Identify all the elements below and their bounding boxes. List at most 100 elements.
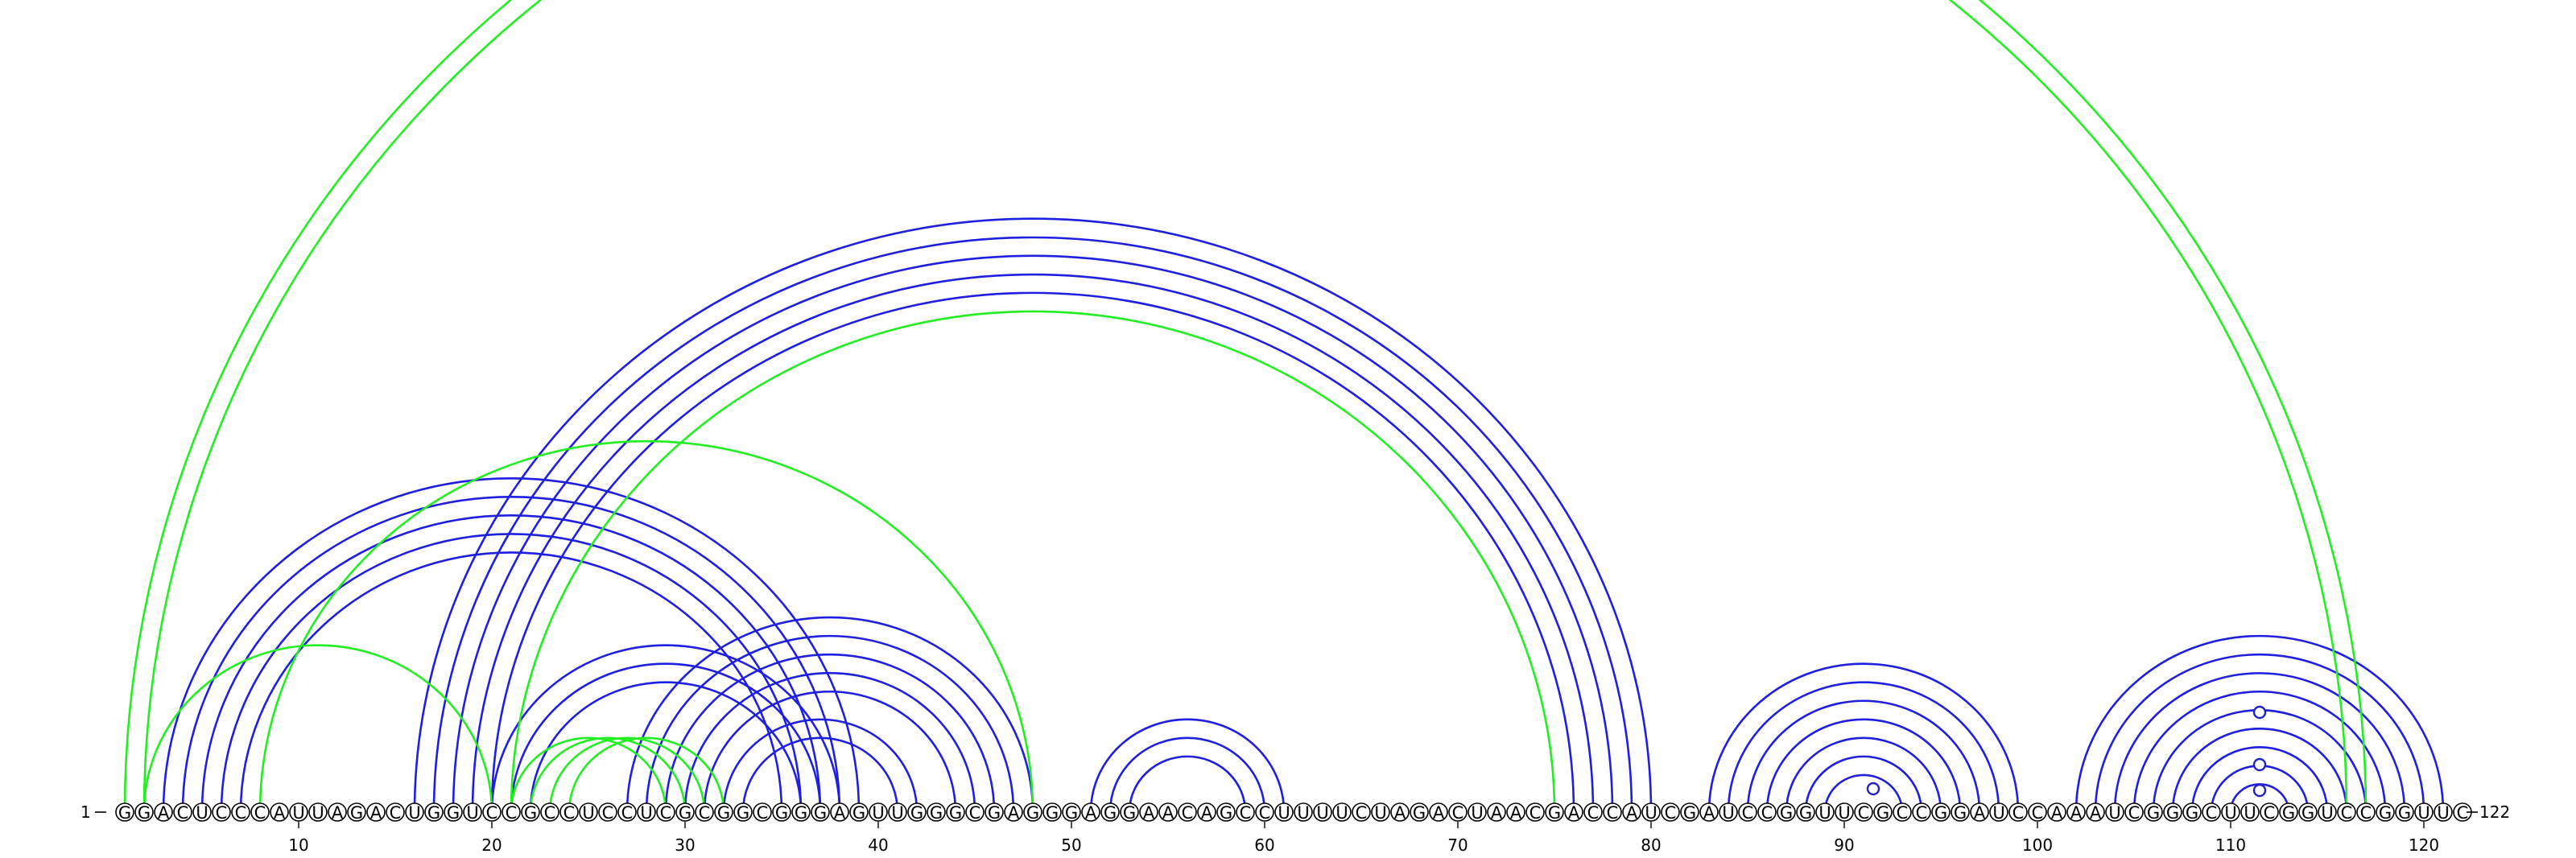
nucleotide-letter-19: U: [466, 803, 478, 823]
nucleotide-letter-91: C: [1858, 803, 1870, 823]
arc-structure-a-17: [704, 691, 956, 812]
nucleotide-letter-118: G: [2379, 803, 2392, 823]
tick-label-80: 80: [1641, 835, 1661, 855]
nucleotide-letter-116: C: [2341, 803, 2353, 823]
nucleotide-letter-102: A: [2070, 803, 2083, 823]
nucleotide-letter-80: U: [1645, 803, 1657, 823]
nucleotide-letter-119: G: [2398, 803, 2411, 823]
nucleotide-letter-70: C: [1452, 803, 1464, 823]
nucleotide-letter-25: U: [582, 803, 594, 823]
sequence-backbone: GGACUCCCAUUAGACUGGUCCGCCUCCUCGCGGCGGGAGU…: [116, 803, 2471, 823]
position-ticks: 10 20 30 40 50 60 70 80 90 100 110 120: [288, 822, 2439, 855]
nucleotide-letter-106: G: [2147, 803, 2160, 823]
nucleotide-letter-29: C: [660, 803, 672, 823]
nucleotide-letter-114: G: [2301, 803, 2314, 823]
nucleotide-letter-34: C: [757, 803, 769, 823]
nucleotide-letter-10: U: [292, 803, 304, 823]
arc-structure-a-11: [511, 664, 820, 812]
tick-label-60: 60: [1254, 835, 1274, 855]
nucleotide-letter-44: G: [949, 803, 962, 823]
nucleotide-letter-17: G: [427, 803, 440, 823]
arc-structure-a-4: [241, 552, 782, 812]
nucleotide-letter-95: G: [1934, 803, 1947, 823]
nucleotide-letter-41: U: [891, 803, 903, 823]
nucleotide-letter-99: C: [2013, 803, 2025, 823]
nucleotide-letter-89: U: [1818, 803, 1831, 823]
arc-structure-b-4: [511, 311, 1554, 812]
nucleotide-letter-108: G: [2186, 803, 2198, 823]
nucleotide-letter-31: C: [699, 803, 711, 823]
tick-label-100: 100: [2022, 835, 2053, 855]
nucleotide-letter-107: G: [2166, 803, 2179, 823]
nucleotide-letter-26: C: [602, 803, 614, 823]
nucleotide-letter-104: U: [2108, 803, 2120, 823]
nucleotide-letter-87: G: [1780, 803, 1793, 823]
nucleotide-letter-66: U: [1374, 803, 1386, 823]
nucleotide-letter-55: A: [1162, 803, 1174, 823]
nucleotide-letter-103: A: [2090, 803, 2102, 823]
nucleotide-letter-6: C: [216, 803, 228, 823]
nucleotide-letter-52: G: [1104, 803, 1117, 823]
loop-marker-0: [1868, 783, 1879, 794]
nucleotide-letter-38: A: [834, 803, 846, 823]
start-position-label: 1: [80, 802, 91, 822]
nucleotide-letter-21: C: [506, 803, 518, 823]
nucleotide-letter-53: G: [1123, 803, 1136, 823]
nucleotide-letter-61: U: [1278, 803, 1290, 823]
nucleotide-letter-68: G: [1413, 803, 1426, 823]
nucleotide-letter-8: C: [254, 803, 266, 823]
arc-structure-a-1: [183, 497, 840, 812]
arc-structure-a-2: [202, 515, 820, 812]
tick-label-50: 50: [1061, 835, 1081, 855]
nucleotide-letter-20: C: [486, 803, 498, 823]
nucleotide-letter-57: A: [1201, 803, 1213, 823]
nucleotide-letter-45: C: [969, 803, 981, 823]
nucleotide-letter-94: C: [1916, 803, 1928, 823]
nucleotide-letter-76: A: [1568, 803, 1580, 823]
nucleotide-letter-98: U: [1992, 803, 2004, 823]
nucleotide-letter-56: C: [1182, 803, 1194, 823]
nucleotide-letter-67: A: [1394, 803, 1406, 823]
nucleotide-letter-75: G: [1548, 803, 1561, 823]
nucleotide-letter-37: G: [814, 803, 827, 823]
nucleotide-letter-3: A: [158, 803, 170, 823]
tick-label-40: 40: [868, 835, 888, 855]
nucleotide-letter-112: C: [2264, 803, 2276, 823]
nucleotide-letter-109: C: [2206, 803, 2218, 823]
nucleotide-letter-48: G: [1026, 803, 1039, 823]
nucleotide-letter-96: G: [1954, 803, 1967, 823]
nucleotide-letter-40: U: [872, 803, 884, 823]
nucleotide-letter-115: U: [2321, 803, 2333, 823]
nucleotide-letter-101: A: [2051, 803, 2063, 823]
nucleotide-letter-14: A: [370, 803, 382, 823]
nucleotide-letter-13: G: [350, 803, 363, 823]
nucleotide-letter-32: G: [717, 803, 730, 823]
arc-structure-b-1: [144, 0, 2347, 812]
nucleotide-letter-60: C: [1259, 803, 1271, 823]
nucleotide-letter-69: A: [1433, 803, 1445, 823]
tick-label-20: 20: [481, 835, 502, 855]
nucleotide-letter-54: A: [1143, 803, 1155, 823]
arc-structure-a-9: [492, 293, 1574, 812]
nucleotide-letter-73: A: [1510, 803, 1522, 823]
nucleotide-letter-28: U: [640, 803, 652, 823]
nucleotide-letter-36: G: [795, 803, 807, 823]
nucleotide-letter-74: C: [1530, 803, 1542, 823]
nucleotide-letter-117: C: [2360, 803, 2372, 823]
arc-structure-a-6: [434, 237, 1632, 812]
nucleotide-letter-86: C: [1761, 803, 1773, 823]
nucleotide-letter-78: C: [1607, 803, 1619, 823]
arc-structure-a-21: [1110, 738, 1265, 812]
nucleotide-letter-46: G: [988, 803, 1001, 823]
nucleotide-letter-22: G: [524, 803, 537, 823]
nucleotide-letter-39: G: [852, 803, 865, 823]
nucleotide-letter-88: G: [1799, 803, 1812, 823]
nucleotide-letter-33: G: [737, 803, 749, 823]
arc-structure-b-3: [260, 441, 1033, 812]
tick-label-30: 30: [675, 835, 695, 855]
nucleotide-letter-35: G: [775, 803, 788, 823]
nucleotide-letter-7: C: [235, 803, 247, 823]
nucleotide-letter-93: C: [1897, 803, 1909, 823]
loop-marker-2: [2254, 759, 2265, 770]
arc-structure-b-0: [125, 0, 2366, 812]
